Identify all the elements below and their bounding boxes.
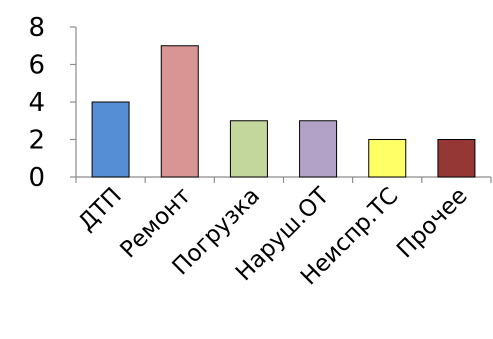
x-tick-label: Прочее xyxy=(392,183,473,264)
bar-5 xyxy=(368,139,407,178)
chart-axes xyxy=(70,26,492,183)
bar-6 xyxy=(437,139,476,178)
bar-3 xyxy=(229,120,268,178)
chart-bars xyxy=(91,45,476,178)
y-tick-label: 0 xyxy=(28,163,45,193)
y-tick-label: 6 xyxy=(28,51,45,81)
x-tick-label: ДТП xyxy=(74,183,127,236)
y-tick-label: 4 xyxy=(28,88,45,118)
bar-2 xyxy=(160,45,199,178)
bar-4 xyxy=(299,120,338,178)
y-tick-labels: 0 2 4 6 8 xyxy=(28,13,45,193)
y-tick-label: 2 xyxy=(28,126,45,156)
bar-1 xyxy=(91,101,130,178)
y-tick-label: 8 xyxy=(28,13,45,43)
